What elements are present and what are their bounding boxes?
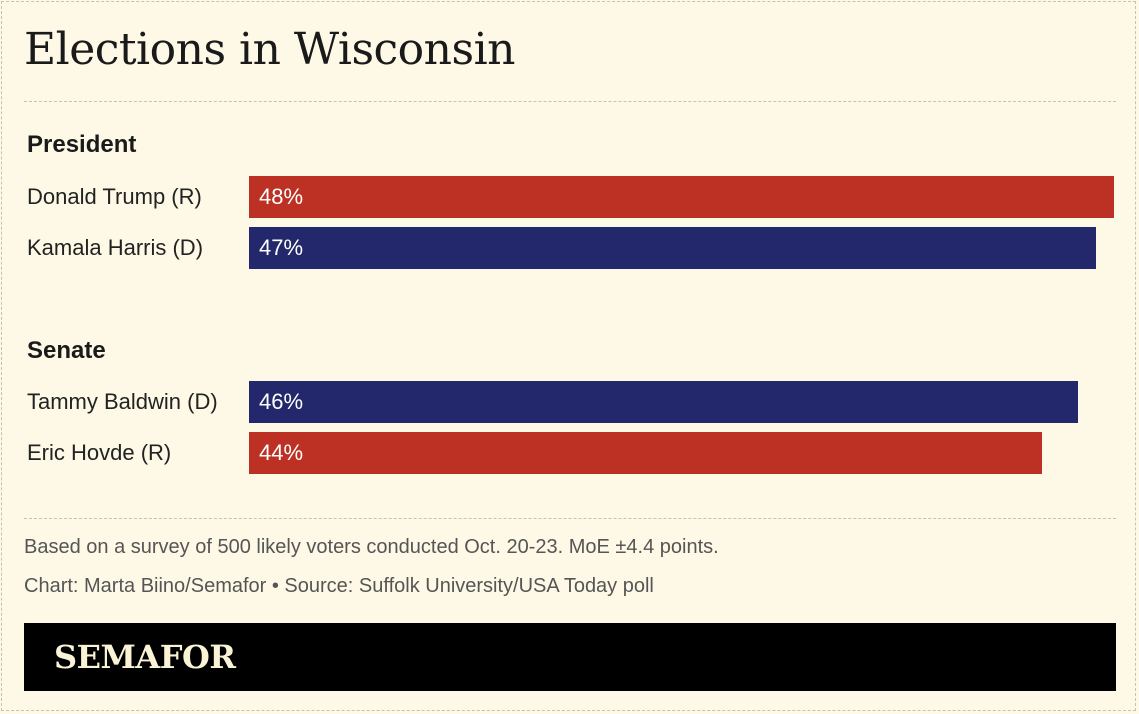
survey-note: Based on a survey of 500 likely voters c… [24,536,719,558]
bar-value-label: 46% [259,389,304,414]
bottom-divider [24,518,1116,519]
candidate-label-hovde: Eric Hovde (R) [27,440,172,465]
bar-value-label: 44% [259,440,304,465]
footer-bar: SEMAFOR [24,623,1116,691]
candidate-label-baldwin: Tammy Baldwin (D) [27,389,218,414]
top-divider [24,101,1116,102]
chart-title: Elections in Wisconsin [24,24,515,75]
bar-value-label: 48% [259,184,304,209]
semafor-logo: SEMAFOR [54,638,236,676]
candidate-label-harris: Kamala Harris (D) [27,235,204,260]
bar-hovde: 44% [249,432,1042,474]
bar-harris: 47% [249,227,1096,269]
bar-value-label: 47% [259,235,304,260]
group-label-senate: Senate [27,337,106,364]
group-label-president: President [27,131,137,158]
bar-trump: 48% [249,176,1114,218]
candidate-label-trump: Donald Trump (R) [27,184,202,209]
bar-baldwin: 46% [249,381,1078,423]
source-credit: Chart: Marta Biino/Semafor • Source: Suf… [24,575,654,597]
